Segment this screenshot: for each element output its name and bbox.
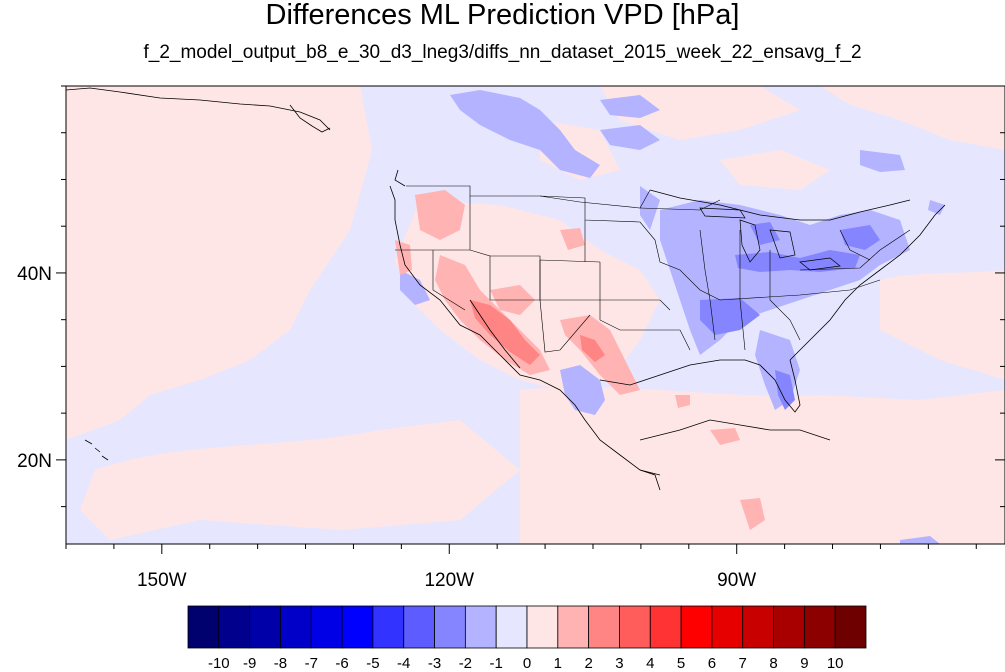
longitude-label: 150W	[137, 570, 187, 591]
colorbar-swatch	[249, 605, 281, 649]
colorbar-label: -1	[490, 655, 503, 672]
colorbar-swatch	[649, 605, 682, 649]
colorbar-label: 4	[646, 655, 654, 672]
colorbar-swatch	[619, 605, 651, 649]
colorbar-label: -10	[208, 655, 230, 672]
colorbar-label: 0	[523, 655, 531, 672]
colorbar-swatch	[187, 605, 220, 649]
colorbar-swatch	[341, 605, 374, 649]
colorbar-swatch	[403, 605, 435, 649]
colorbar-swatch	[680, 605, 713, 649]
coastlines	[66, 87, 946, 491]
latitude-label: 40N	[17, 264, 52, 285]
colorbar-label: 6	[708, 655, 716, 672]
map-frame	[65, 85, 1005, 545]
colorbar: -10 -9 -8 -7 -6 -5 -4 -3 -2 -1 0 1 2 3 4 5 6 7 8 9 10	[187, 605, 867, 672]
positive-anomaly-strong	[470, 300, 605, 365]
colorbar-label: -9	[243, 655, 256, 672]
colorbar-swatch	[834, 605, 867, 649]
colorbar-swatch	[803, 605, 836, 649]
colorbar-label: 5	[677, 655, 685, 672]
colorbar-label: 2	[584, 655, 592, 672]
colorbar-swatch	[434, 605, 466, 649]
colorbar-label: -8	[274, 655, 287, 672]
colorbar-label: -4	[397, 655, 410, 672]
colorbar-label: -2	[459, 655, 472, 672]
colorbar-label: 1	[554, 655, 562, 672]
longitude-labels: 150W 120W 90W	[137, 570, 756, 591]
great-lakes	[699, 207, 841, 271]
colorbar-label: 3	[615, 655, 623, 672]
colorbar-label: -3	[428, 655, 441, 672]
state-borders	[395, 185, 911, 353]
latitude-labels: 40N 20N	[17, 264, 52, 472]
colorbar-label: -5	[366, 655, 379, 672]
colorbar-swatch	[495, 605, 528, 649]
colorbar-swatch	[557, 605, 590, 649]
colorbar-swatch	[588, 605, 620, 649]
colorbar-label: 9	[800, 655, 808, 672]
axis-ticks	[56, 85, 1005, 554]
colorbar-label: 8	[769, 655, 777, 672]
colorbar-swatch	[711, 605, 744, 649]
longitude-label: 120W	[424, 570, 474, 591]
colorbar-label: -7	[305, 655, 318, 672]
colorbar-swatch	[372, 605, 405, 649]
colorbar-swatch	[773, 605, 805, 649]
colorbar-swatch	[310, 605, 343, 649]
latitude-label: 20N	[17, 451, 52, 472]
colorbar-swatch	[218, 605, 251, 649]
longitude-label: 90W	[717, 570, 756, 591]
map-field	[66, 86, 1005, 544]
colorbar-swatch	[526, 605, 559, 649]
colorbar-swatch	[280, 605, 312, 649]
colorbar-label: 10	[827, 655, 844, 672]
colorbar-label: -6	[335, 655, 348, 672]
colorbar-swatch	[742, 605, 774, 649]
colorbar-label: 7	[739, 655, 747, 672]
map-subtitle: f_2_model_output_b8_e_30_d3_lneg3/diffs_…	[143, 42, 862, 63]
colorbar-swatch	[464, 605, 497, 649]
map-title: Differences ML Prediction VPD [hPa]	[265, 0, 740, 31]
